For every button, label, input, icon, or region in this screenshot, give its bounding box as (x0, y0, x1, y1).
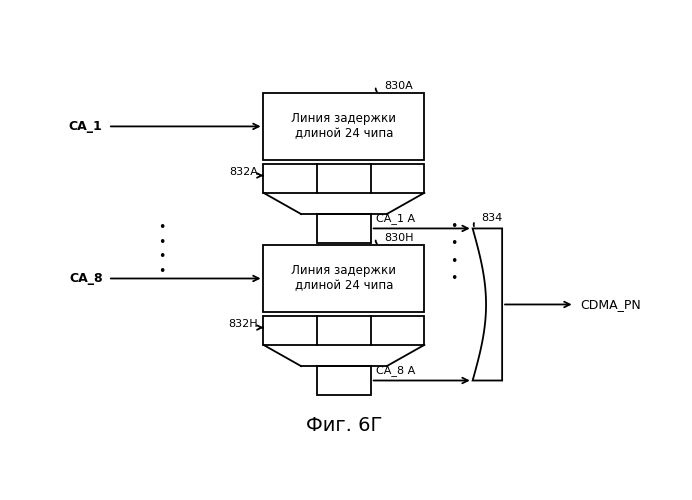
Bar (264, 245, 424, 312)
Text: •: • (450, 272, 457, 285)
Text: •: • (158, 221, 165, 234)
Text: •: • (158, 265, 165, 278)
Text: 832H: 832H (228, 318, 258, 328)
Text: Фиг. 6Г: Фиг. 6Г (306, 416, 382, 436)
Text: CA_8 A: CA_8 A (376, 365, 415, 376)
Text: CA_1: CA_1 (69, 120, 102, 133)
Text: 830H: 830H (385, 233, 415, 243)
Polygon shape (473, 228, 502, 380)
Text: 834: 834 (482, 212, 502, 222)
Text: CA_1 A: CA_1 A (376, 213, 415, 224)
Bar (264, 92, 424, 160)
Text: •: • (450, 220, 457, 233)
Text: Линия задержки
длиной 24 чипа: Линия задержки длиной 24 чипа (291, 112, 397, 140)
Text: 832A: 832A (229, 166, 258, 176)
Text: 830A: 830A (385, 81, 413, 91)
Bar (317, 366, 371, 395)
Bar (317, 214, 371, 243)
Text: CA_8: CA_8 (69, 272, 102, 285)
Text: Линия задержки
длиной 24 чипа: Линия задержки длиной 24 чипа (291, 264, 397, 292)
Text: CDMA_PN: CDMA_PN (580, 298, 641, 311)
Text: •: • (158, 250, 165, 263)
Bar (264, 164, 424, 193)
Text: •: • (450, 254, 457, 268)
Bar (264, 316, 424, 345)
Text: •: • (450, 238, 457, 250)
Text: •: • (158, 236, 165, 248)
